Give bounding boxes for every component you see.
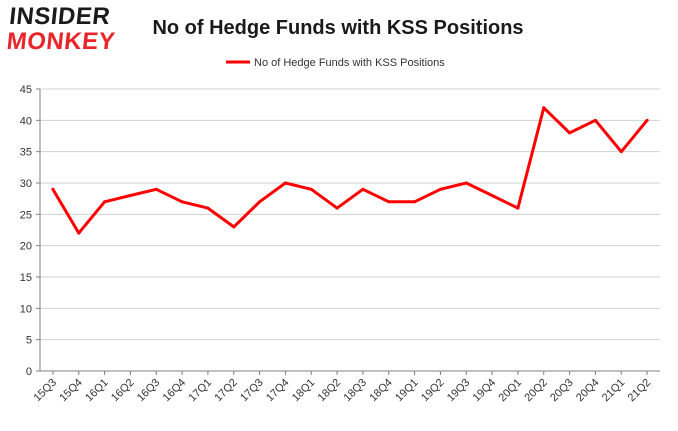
data-point [593,118,597,122]
series-line [51,106,649,235]
legend: No of Hedge Funds with KSS Positions [226,57,445,69]
data-point [542,106,546,110]
x-tick-label: 18Q1 [290,377,318,405]
data-point [361,187,365,191]
x-tick-label: 16Q2 [109,377,137,405]
x-tick-label: 16Q4 [161,377,189,405]
data-point [335,206,339,210]
x-tick-label: 19Q3 [445,377,473,405]
data-point [464,181,468,185]
data-point [180,200,184,204]
x-tick-label: 20Q2 [522,377,550,405]
x-tick-label: 19Q1 [393,377,421,405]
data-point [206,206,210,210]
y-tick-label: 40 [20,115,32,127]
x-tick-label: 21Q1 [600,377,628,405]
series-lines [51,106,649,235]
y-tick-label: 45 [20,84,32,96]
data-point [232,225,236,229]
x-tick-label: 20Q4 [574,377,602,405]
data-point [490,194,494,198]
y-tick-label: 15 [20,272,32,284]
data-point [258,200,262,204]
y-tick-label: 30 [20,178,32,190]
x-tick-labels: 15Q315Q416Q116Q216Q316Q417Q117Q217Q317Q4… [32,377,654,405]
data-point [516,206,520,210]
data-point [154,187,158,191]
y-tick-label: 35 [20,147,32,159]
x-tick-label: 16Q3 [135,377,163,405]
x-tick-label: 17Q3 [238,377,266,405]
data-point [283,181,287,185]
y-tick-labels: 0 5 10 15 20 25 30 35 40 45 [20,84,32,378]
data-point [413,200,417,204]
x-tick-label: 15Q4 [57,377,85,405]
data-point [309,187,313,191]
legend-label: No of Hedge Funds with KSS Positions [254,57,445,69]
x-tick-label: 20Q3 [548,377,576,405]
gridlines [36,88,660,372]
data-point [77,231,81,235]
x-tick-label: 19Q4 [471,377,499,405]
data-point [103,200,107,204]
data-point [438,187,442,191]
x-tick-label: 15Q3 [32,377,60,405]
data-point [51,187,55,191]
data-point [128,194,132,198]
axes [39,89,660,375]
y-tick-label: 5 [26,335,32,347]
chart-title: No of Hedge Funds with KSS Positions [152,17,523,39]
data-point [645,118,649,122]
x-tick-label: 16Q1 [83,377,111,405]
x-tick-label: 19Q2 [419,377,447,405]
x-tick-label: 17Q1 [187,377,215,405]
x-tick-label: 17Q4 [264,377,292,405]
y-tick-label: 20 [20,241,32,253]
y-tick-label: 0 [26,366,32,378]
x-tick-label: 21Q2 [626,377,654,405]
x-tick-label: 18Q2 [316,377,344,405]
y-tick-label: 25 [20,209,32,221]
x-tick-label: 20Q1 [497,377,525,405]
data-point [387,200,391,204]
data-point [619,150,623,154]
data-point [568,131,572,135]
x-tick-label: 18Q4 [367,377,395,405]
x-tick-label: 18Q3 [342,377,370,405]
y-tick-label: 10 [20,303,32,315]
x-tick-label: 17Q2 [212,377,240,405]
